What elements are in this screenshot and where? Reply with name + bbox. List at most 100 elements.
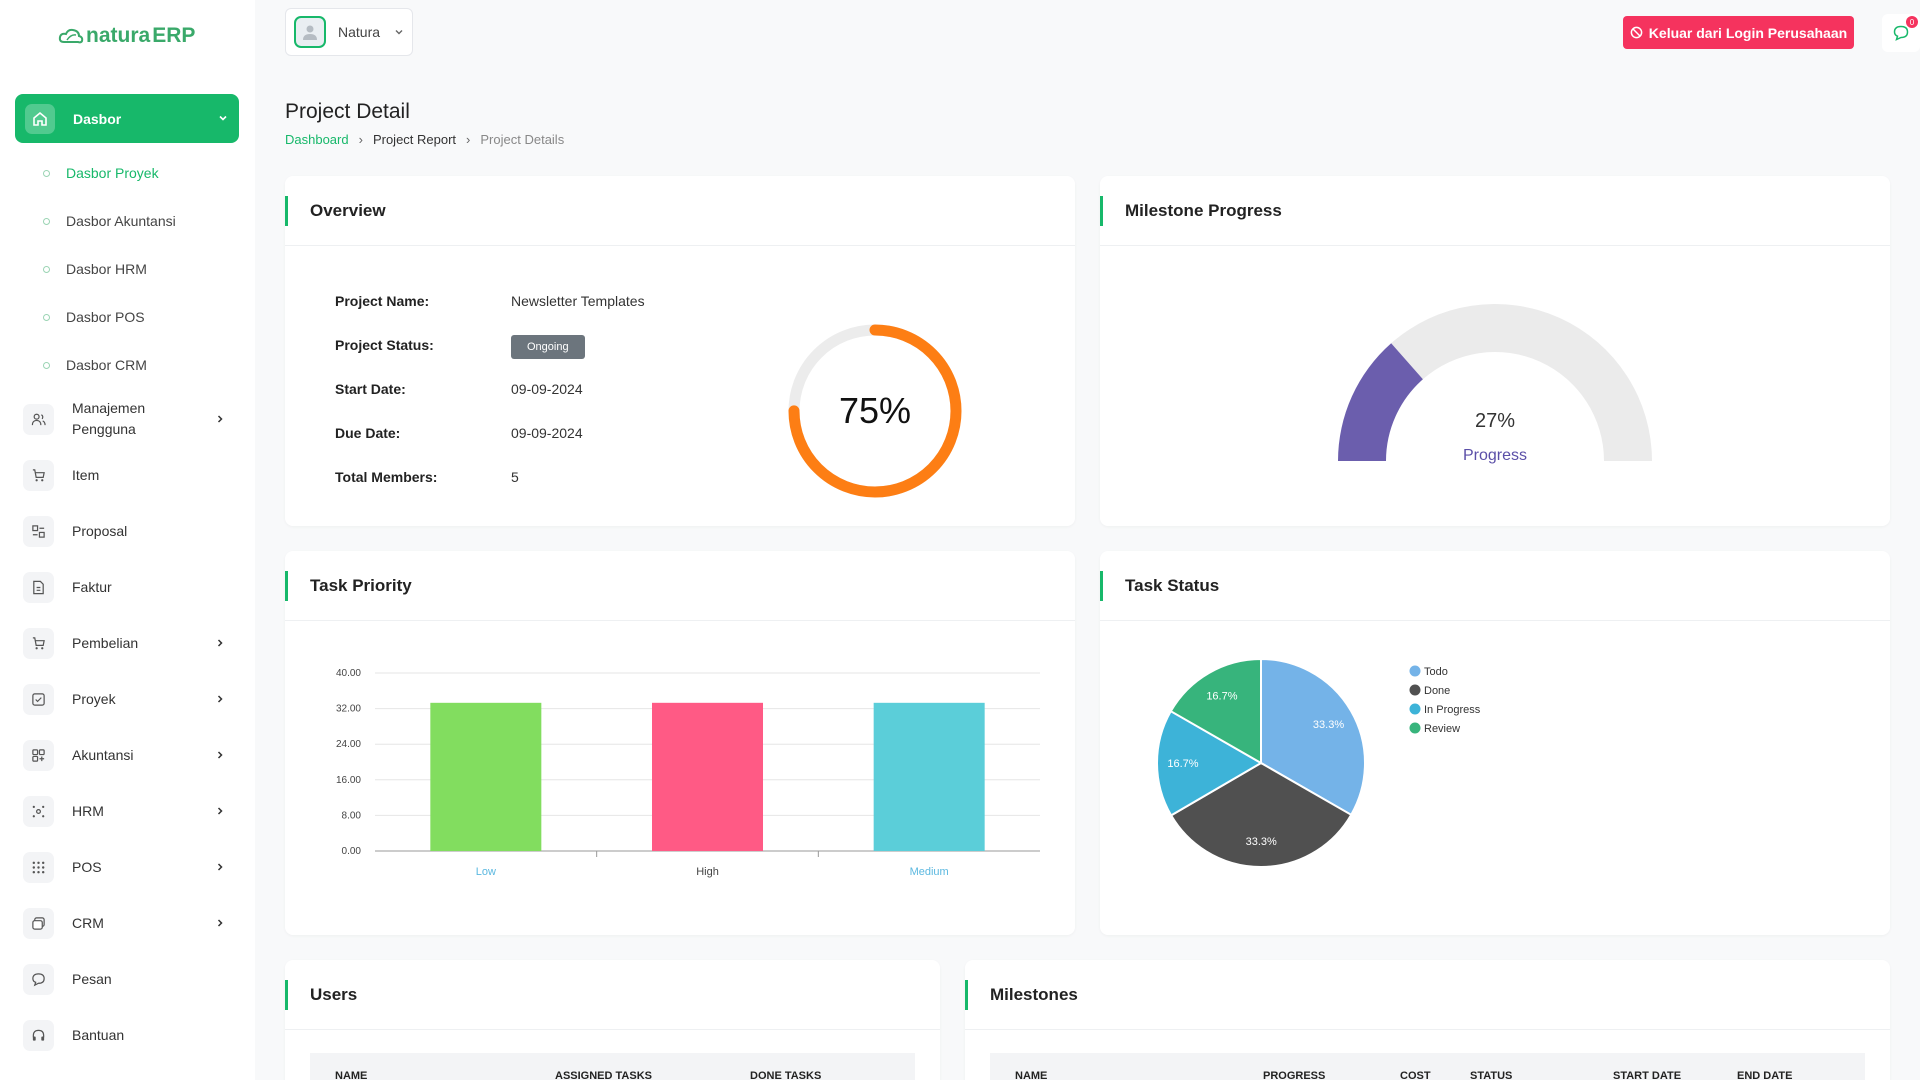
sidebar-item-label: POS (72, 858, 102, 875)
bar-medium[interactable] (873, 702, 985, 851)
sidebar-item-label: Pesan (72, 970, 112, 987)
progress-ring-label: 75% (839, 390, 911, 431)
bullet-icon (43, 313, 50, 321)
progress-ring-fill (788, 324, 962, 498)
sidebar-item-faktur[interactable]: Faktur (15, 559, 239, 615)
column-header-name: NAME (335, 1070, 368, 1080)
bullet-icon (43, 361, 50, 369)
breadcrumb-dashboard[interactable]: Dashboard (285, 132, 349, 147)
bullet-icon (43, 265, 50, 273)
company-name: Natura (338, 24, 381, 40)
sidebar-item-label: Akuntansi (72, 746, 134, 763)
status-badge: Ongoing (511, 335, 585, 359)
bar-low[interactable] (430, 702, 542, 851)
home-icon (25, 103, 55, 134)
sidebar-item-pembelian[interactable]: Pembelian (15, 615, 239, 671)
project-name: Newsletter Templates (511, 293, 645, 309)
due-date: 09-09-2024 (511, 425, 583, 441)
sidebar-item-hrm[interactable]: HRM (15, 783, 239, 839)
sidebar-item-bantuan[interactable]: Bantuan (15, 1007, 239, 1063)
legend-label[interactable]: Review (1424, 723, 1460, 735)
sidebar-sub-item-dasbor-proyek[interactable]: Dasbor Proyek (15, 149, 239, 197)
y-tick-label: 32.00 (336, 704, 361, 715)
cart-icon (23, 627, 54, 659)
sidebar-sub-item-dasbor-hrm[interactable]: Dasbor HRM (15, 245, 239, 293)
pie-slice-todo[interactable] (1260, 657, 1366, 817)
ban-icon (1630, 26, 1643, 39)
crm-icon (23, 907, 54, 939)
overview-key: Total Members: (335, 469, 438, 485)
cloud-leaf-icon (58, 28, 84, 44)
chevron-down-icon (217, 111, 229, 127)
pie-slice-label: 16.7% (1167, 758, 1198, 770)
logout-company-button[interactable]: Keluar dari Login Perusahaan (1623, 16, 1854, 49)
chevron-right-icon (215, 691, 225, 707)
headset-icon (23, 1019, 54, 1051)
pie-slice-review[interactable] (1169, 657, 1262, 765)
overview-key: Due Date: (335, 425, 401, 441)
sidebar-item-akuntansi[interactable]: Akuntansi (15, 727, 239, 783)
sidebar-sub-item-label: Dasbor CRM (66, 357, 147, 373)
chevron-down-icon (394, 24, 404, 40)
overview-details: Project Name: Newsletter Templates Proje… (335, 279, 645, 499)
proposal-icon (23, 515, 54, 547)
sidebar-item-dasbor[interactable]: Dasbor (15, 94, 239, 143)
messages-button[interactable]: 0 (1882, 14, 1920, 52)
legend-label[interactable]: Done (1424, 685, 1450, 697)
chevron-right-icon (215, 803, 225, 819)
bullet-icon (43, 169, 50, 177)
gauge-track (1391, 304, 1652, 461)
sidebar-item-pesan[interactable]: Pesan (15, 951, 239, 1007)
sidebar-sub-item-label: Dasbor Akuntansi (66, 213, 176, 229)
column-header-cost: COST (1400, 1070, 1431, 1080)
sidebar-item-label: Faktur (72, 578, 112, 595)
y-tick-label: 40.00 (336, 668, 361, 679)
sidebar-item-proposal[interactable]: Proposal (15, 503, 239, 559)
sidebar-sub-item-dasbor-akuntansi[interactable]: Dasbor Akuntansi (15, 197, 239, 245)
task-priority-bar-chart: 0.00 8.00 16.00 24.00 32.00 40.00 Low High Mediu… (336, 668, 1040, 878)
avatar (294, 16, 326, 48)
sidebar-item-label: Bantuan (72, 1026, 125, 1043)
column-header-name: NAME (1015, 1070, 1048, 1080)
bullet-icon (43, 217, 50, 225)
notification-badge: 0 (1906, 16, 1918, 28)
breadcrumb-project-report[interactable]: Project Report (372, 132, 457, 147)
sidebar-item-pos[interactable]: POS (15, 839, 239, 895)
company-select[interactable]: Natura (285, 8, 413, 56)
sidebar-sub-item-label: Dasbor HRM (66, 261, 147, 277)
hrm-icon (23, 795, 54, 827)
x-tick-label: Low (476, 866, 496, 878)
overview-card: Overview Project Name: Newsletter Templa… (285, 176, 1075, 526)
legend-swatch (1409, 703, 1421, 715)
sidebar-item-item[interactable]: Item (15, 447, 239, 503)
y-tick-label: 24.00 (336, 739, 361, 750)
sidebar-item-crm[interactable]: CRM (15, 895, 239, 951)
chevron-right-icon (215, 411, 225, 427)
sidebar-item-proyek[interactable]: Proyek (15, 671, 239, 727)
gauge-value: 27% (1475, 410, 1515, 432)
sidebar-item-label: Dasbor (73, 110, 122, 127)
legend-label[interactable]: Todo (1424, 666, 1448, 678)
invoice-icon (23, 571, 54, 603)
sidebar-item-label: Item (72, 466, 100, 483)
sidebar-sub-item-dasbor-pos[interactable]: Dasbor POS (15, 293, 239, 341)
pie-slice-done[interactable] (1169, 761, 1353, 868)
task-status-pie-chart: 33.3% 33.3% 16.7% 16.7% Todo Done In Progress R… (1156, 657, 1481, 868)
legend-label[interactable]: In Progress (1424, 704, 1481, 716)
sidebar-sub-item-dasbor-crm[interactable]: Dasbor CRM (15, 341, 239, 389)
sidebar: natura ERP Dasbor Dasbor Proyek Dasbor Ak… (0, 0, 255, 1080)
chevron-right-icon (215, 859, 225, 875)
logo[interactable]: natura ERP (58, 24, 195, 48)
sidebar-item-label: CRM (72, 914, 104, 931)
card-title: Users (285, 960, 940, 1030)
bar-high[interactable] (652, 702, 763, 851)
cart-icon (23, 459, 54, 491)
pie-slice-in-progress[interactable] (1156, 709, 1263, 817)
sidebar-item-manajemen-pengguna[interactable]: Manajemen Pengguna (15, 391, 239, 447)
accounting-icon (23, 739, 54, 771)
start-date: 09-09-2024 (511, 381, 583, 397)
grid-icon (23, 851, 54, 883)
sidebar-sub-item-label: Dasbor POS (66, 309, 145, 325)
card-title: Overview (285, 176, 1075, 246)
sidebar-nav: Dasbor Dasbor Proyek Dasbor Akuntansi Da… (15, 94, 239, 1063)
